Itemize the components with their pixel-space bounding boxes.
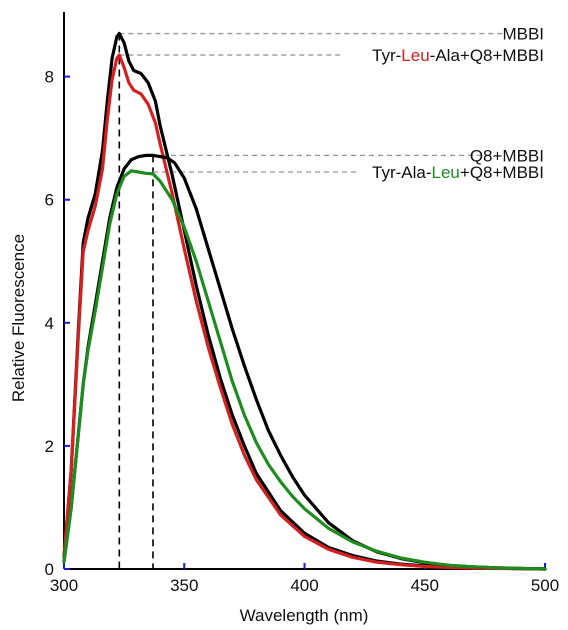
series-label-part: MBBI [502, 25, 544, 44]
series-label-part: +Q8+MBBI [460, 163, 544, 182]
series-label-part: Q8+MBBI [470, 146, 544, 165]
x-tick-label: 400 [290, 576, 318, 595]
x-axis-label: Wavelength (nm) [240, 606, 369, 625]
y-tick-label: 6 [45, 191, 54, 210]
axes: 300 350 400 450 500 0 2 4 6 8 [45, 12, 559, 595]
y-axis-label: Relative Fluorescence [9, 234, 28, 402]
x-tick-label: 500 [531, 576, 559, 595]
series-label-part: Leu [401, 46, 429, 65]
series-line-1 [62, 31, 547, 571]
series-label-1: MBBI [502, 25, 544, 44]
y-tick-label: 2 [45, 437, 54, 456]
y-tick-label: 4 [45, 314, 54, 333]
x-tick-label: 300 [50, 576, 78, 595]
series-label-part: Tyr- [372, 46, 401, 65]
series-line-2 [62, 53, 547, 571]
series-label-4: Tyr-Ala-Leu+Q8+MBBI [372, 163, 544, 182]
series-label-part: Tyr-Ala- [372, 163, 432, 182]
x-tick-label: 350 [170, 576, 198, 595]
series-label-2: Tyr-Leu-Ala+Q8+MBBI [372, 46, 544, 65]
series-line-4 [62, 169, 547, 571]
y-tick-label: 0 [45, 560, 54, 579]
series-label-part: Leu [432, 163, 460, 182]
series-label-part: -Ala+Q8+MBBI [430, 46, 544, 65]
peak-markers [118, 33, 154, 569]
label-leader-lines [119, 32, 506, 173]
y-tick-label: 8 [45, 68, 54, 87]
series-lines [62, 31, 547, 571]
x-tick-label: 450 [411, 576, 439, 595]
series-label-3: Q8+MBBI [470, 146, 544, 165]
series-labels: MBBITyr-Leu-Ala+Q8+MBBIQ8+MBBITyr-Ala-Le… [372, 25, 544, 182]
